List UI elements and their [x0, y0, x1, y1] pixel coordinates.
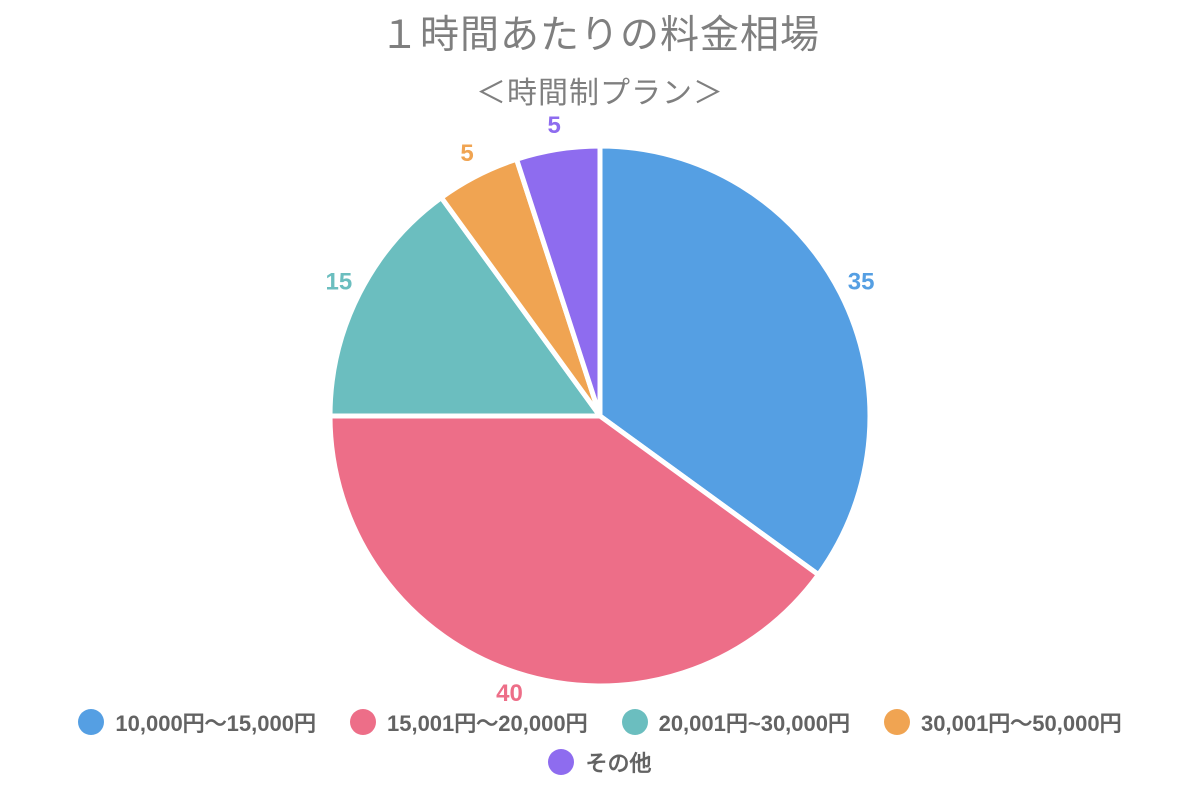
legend-row-1: 10,000円〜15,000円 15,001円〜20,000円 20,001円~…	[0, 702, 1200, 742]
legend-label: 10,000円〜15,000円	[115, 711, 316, 736]
pie-legend: 10,000円〜15,000円 15,001円〜20,000円 20,001円~…	[0, 702, 1200, 782]
slice-value-label-3: 5	[460, 140, 473, 167]
legend-swatch-icon	[78, 709, 105, 735]
legend-item-3[interactable]: 30,001円〜50,000円	[884, 706, 1122, 738]
legend-swatch-icon	[884, 709, 911, 735]
legend-label: 20,001円~30,000円	[658, 711, 851, 736]
legend-item-4[interactable]: その他	[548, 746, 652, 778]
slice-value-label-2: 15	[326, 268, 353, 295]
legend-swatch-icon	[621, 709, 648, 735]
legend-label: その他	[585, 751, 652, 776]
legend-label: 15,001円〜20,000円	[386, 711, 588, 736]
legend-label: 30,001円〜50,000円	[921, 711, 1122, 736]
slice-value-label-0: 35	[848, 268, 875, 295]
chart-title: １時間あたりの料金相場	[379, 14, 820, 57]
pie-slice-0[interactable]	[597, 143, 873, 578]
legend-item-0[interactable]: 10,000円〜15,000円	[78, 706, 316, 738]
legend-swatch-icon	[349, 709, 376, 735]
legend-item-2[interactable]: 20,001円~30,000円	[621, 706, 851, 738]
slice-value-label-4: 5	[548, 112, 561, 139]
chart-subtitle: ＜時間制プラン＞	[476, 77, 724, 110]
pie-slice-4[interactable]	[514, 143, 603, 419]
pie-slice-1[interactable]	[327, 413, 821, 689]
legend-row-2: その他	[0, 742, 1200, 782]
legend-swatch-icon	[548, 749, 575, 775]
legend-item-1[interactable]: 15,001円〜20,000円	[349, 706, 588, 738]
pie-slice-2[interactable]	[327, 195, 603, 419]
